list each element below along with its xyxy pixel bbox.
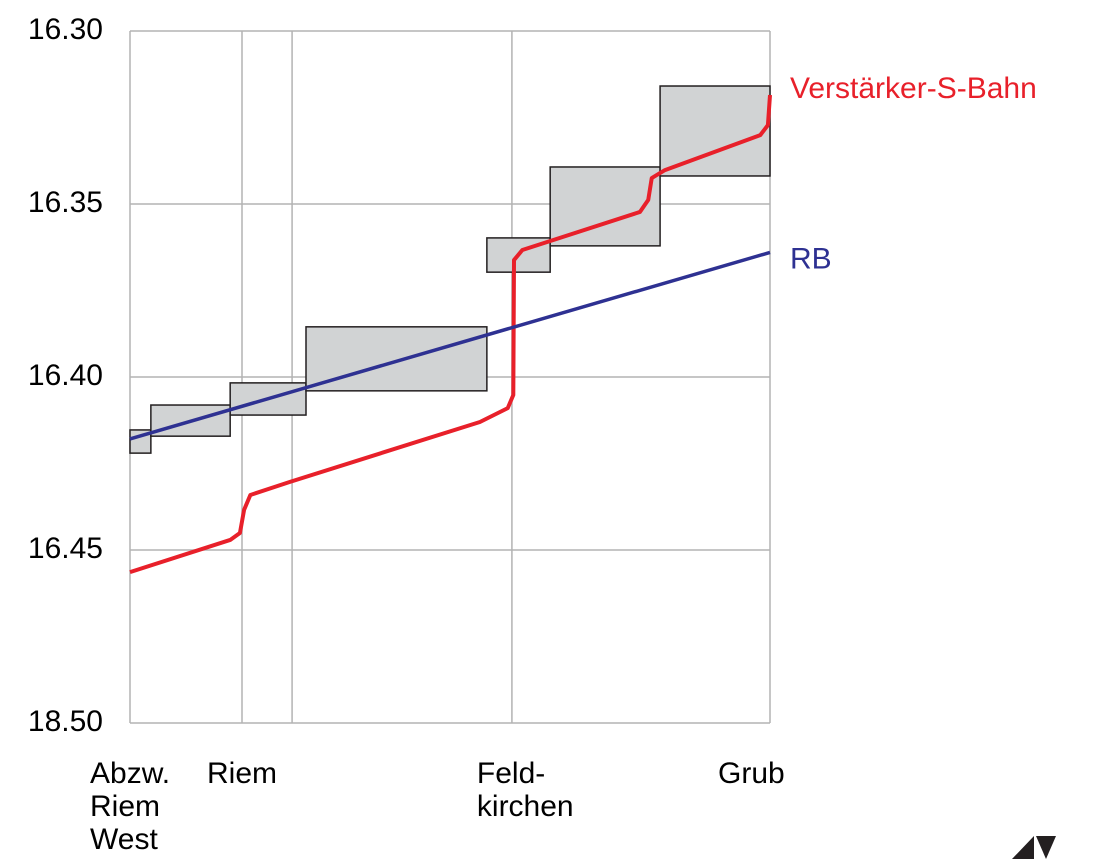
x-tick-label: Abzw. (90, 757, 170, 790)
x-tick-label: Feld- (477, 757, 545, 790)
y-tick-label: 16.40 (28, 359, 103, 392)
train-path (129, 94, 772, 575)
x-tick-label: kirchen (477, 790, 574, 823)
timetable-slot (659, 85, 771, 177)
series-label: RB (790, 242, 832, 275)
y-tick-label: 18.50 (28, 705, 103, 738)
x-tick-label: Riem (207, 757, 277, 790)
y-tick-label: 16.35 (28, 186, 103, 219)
logo-shape (1012, 836, 1034, 859)
logo-shape (1036, 836, 1056, 859)
x-tick-label: Grub (718, 757, 785, 790)
x-tick-label: West (90, 823, 158, 856)
y-tick-label: 16.45 (28, 532, 103, 565)
y-tick-label: 16.30 (28, 13, 103, 46)
series-label: Verstärker-S-Bahn (790, 72, 1037, 105)
logo (1012, 836, 1056, 859)
x-tick-label: Riem (90, 790, 160, 823)
train-path (129, 250, 771, 441)
